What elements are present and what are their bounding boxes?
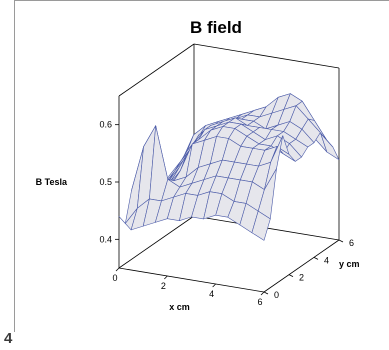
chart-title: B field [190,18,242,37]
x-tick-label: 0 [112,273,117,283]
frame-border-top [14,0,389,1]
axis-labels: 0 2 4 6 0 2 4 6 0.4 0.5 0.6 x cm y cm B Tesla [36,120,360,312]
y-tick-mark [313,256,319,260]
x-tick-mark [260,291,265,296]
z-axis-title: B Tesla [36,177,68,187]
x-tick-label: 6 [257,297,262,307]
y-tick-label: 4 [324,255,329,265]
x-tick-label: 4 [209,289,214,299]
surface-mesh [118,93,340,241]
x-tick-mark [212,283,216,288]
z-tick-label: 0.5 [99,177,112,187]
y-axis-title: y cm [339,259,360,269]
panel-number: 4 [4,330,13,347]
y-tick-mark [288,274,294,278]
x-tick-mark [115,267,120,272]
box-edge [118,43,195,97]
axes-box-front [118,239,340,293]
z-tick-label: 0.6 [99,120,112,130]
x-tick-label: 2 [161,281,166,291]
y-tick-label: 0 [274,290,279,300]
x-axis-title: x cm [169,302,190,312]
box-edge [193,43,340,69]
surface-cell [251,210,271,241]
axis-line [118,267,265,293]
box-edge [118,215,195,269]
frame-border-left [14,0,15,332]
axis-line [263,239,340,293]
y-tick-label: 2 [299,273,304,283]
y-tick-mark [263,291,269,295]
z-tick-label: 0.4 [99,234,112,244]
y-tick-label: 6 [349,238,354,248]
y-tick-mark [338,239,344,243]
x-tick-mark [164,275,168,280]
